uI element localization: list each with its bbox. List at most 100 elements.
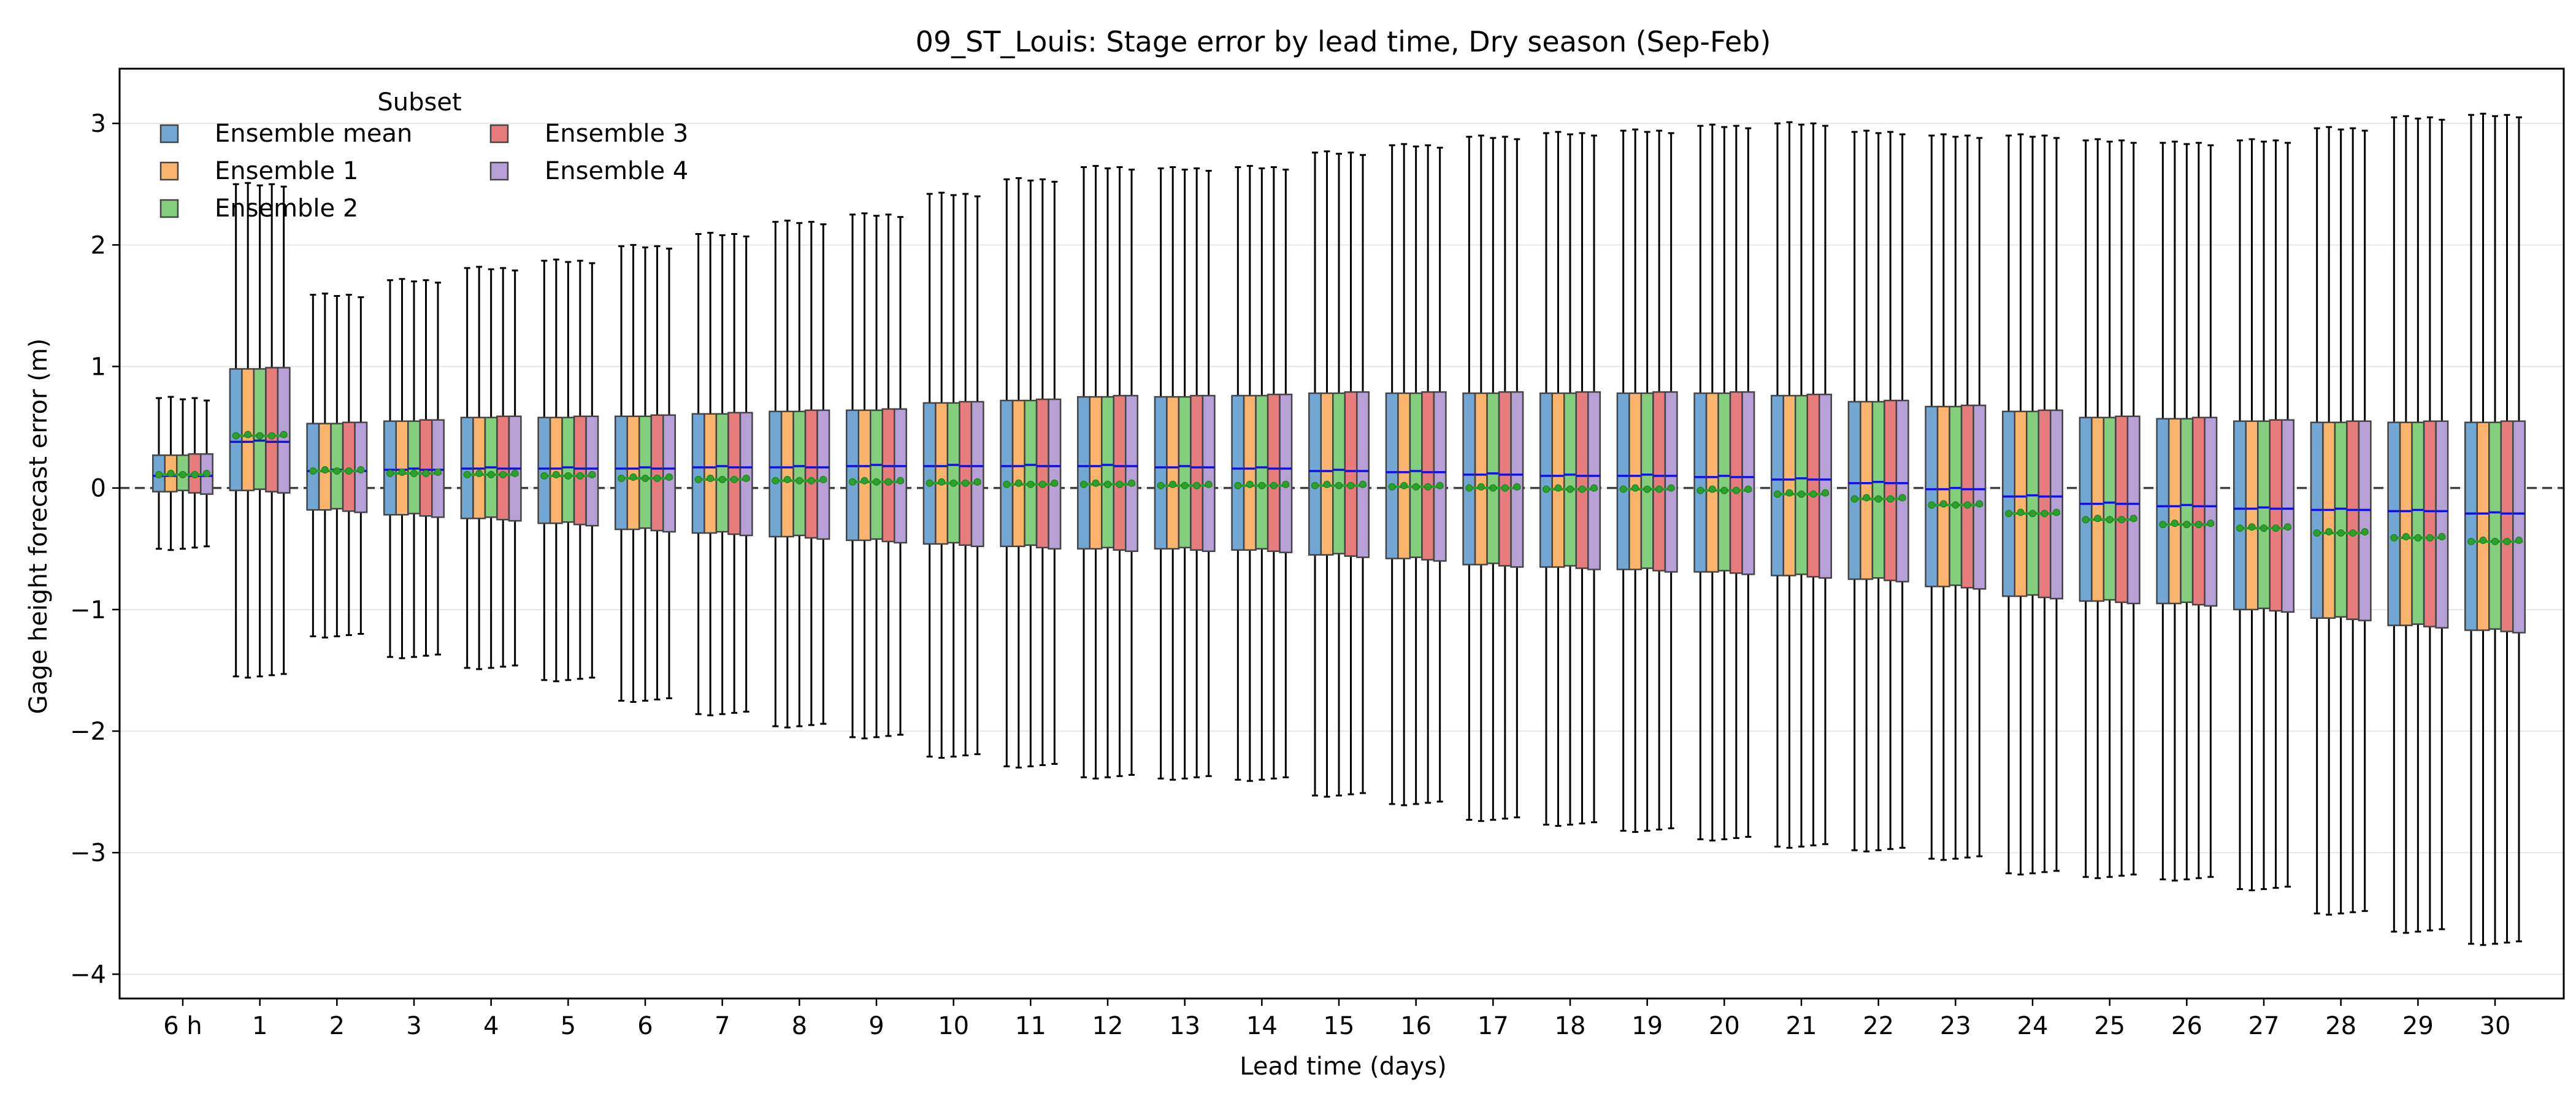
box-2 [2168,418,2182,605]
box-5 [2204,416,2218,607]
box-4 [1960,404,1974,589]
category-group-27 [2233,138,2294,892]
mean-marker [2129,515,2137,523]
x-axis-label: Lead time (days) [1240,1052,1447,1081]
category-group-4 [460,266,522,670]
mean-marker [410,469,418,477]
category-group-21 [1771,121,1832,849]
mean-marker [1655,485,1663,493]
mean-marker [1181,481,1189,489]
box-3 [1255,394,1269,550]
box-3 [2411,421,2425,625]
box-2 [2399,421,2413,626]
mean-marker [938,478,946,486]
mean-marker [321,466,329,473]
x-tick-label: 13 [1169,1012,1200,1040]
x-tick-label: 21 [1786,1012,1817,1040]
box-4 [881,408,895,543]
mean-marker [588,470,596,478]
box-2 [1166,396,1180,550]
category-group-13 [1154,166,1216,781]
mean-marker [2390,534,2398,542]
box-3 [1640,392,1654,569]
box-4 [2500,420,2514,632]
y-tick-label: 3 [91,110,106,138]
mean-marker [1388,483,1396,491]
boxes-layer [152,112,2526,946]
box-2 [1011,399,1025,548]
box-1 [615,415,628,531]
category-group-10 [922,191,984,759]
mean-marker [1874,495,1882,503]
x-tick-label: 29 [2402,1012,2434,1040]
category-group-8 [769,220,830,729]
mean-marker [398,468,406,476]
mean-marker [1080,480,1087,488]
y-tick-label: −4 [70,960,106,989]
mean-marker [2082,516,2090,524]
mean-marker [2491,537,2499,545]
mean-marker [1887,495,1895,503]
mean-marker [487,470,495,478]
mean-marker [564,472,572,480]
box-4 [1344,391,1358,557]
chart-title: 09_ST_Louis: Stage error by lead time, D… [916,25,1771,58]
box-2 [703,413,718,534]
mean-marker [1798,490,1805,498]
box-3 [1871,401,1885,579]
y-tick-label: 2 [91,231,106,259]
box-4 [265,367,279,493]
box-3 [1332,392,1346,554]
mean-marker [333,467,341,475]
x-tick-label: 4 [483,1012,499,1040]
box-4 [650,414,664,532]
box-3 [2026,410,2039,596]
x-tick-label: 10 [938,1012,969,1040]
mean-marker [1400,481,1408,489]
mean-marker [1424,483,1432,491]
box-4 [1806,393,1820,578]
legend-swatch-2 [159,161,179,181]
mean-marker [849,478,856,486]
mean-marker [1003,480,1011,488]
mean-marker [1282,480,1290,488]
mean-marker [2207,519,2215,527]
box-5 [739,412,753,537]
box-4 [342,421,356,512]
box-5 [2050,409,2063,600]
category-group-18 [1539,131,1601,827]
box-5 [1972,404,1987,590]
box-1 [383,420,397,516]
category-group-1 [229,182,291,679]
box-2 [241,368,255,491]
category-group-3 [383,278,445,659]
category-group-29 [2387,115,2449,934]
box-1 [537,416,551,524]
x-tick-label: 9 [868,1012,884,1040]
x-tick-label: 24 [2017,1012,2049,1040]
box-3 [1717,392,1731,572]
mean-marker [694,475,702,483]
mean-marker [2467,537,2475,545]
mean-marker [1311,481,1319,489]
mean-marker [665,473,673,481]
x-tick-label: 12 [1092,1012,1124,1040]
mean-marker [2106,516,2114,524]
mean-marker [718,475,726,483]
box-1 [1231,394,1245,551]
box-2 [1860,401,1874,580]
box-3 [253,368,267,490]
x-tick-label: 20 [1709,1012,1740,1040]
box-2 [1397,392,1411,559]
mean-marker [1270,481,1278,489]
category-group-20 [1693,123,1755,841]
y-tick-label: −1 [70,596,106,624]
mean-marker [511,469,519,477]
mean-marker [707,474,715,482]
x-tick-label: 15 [1324,1012,1355,1040]
box-5 [1587,391,1601,570]
mean-marker [2159,521,2167,529]
box-5 [2281,419,2294,613]
mean-marker [1157,481,1165,489]
x-tick-label: 26 [2171,1012,2202,1040]
